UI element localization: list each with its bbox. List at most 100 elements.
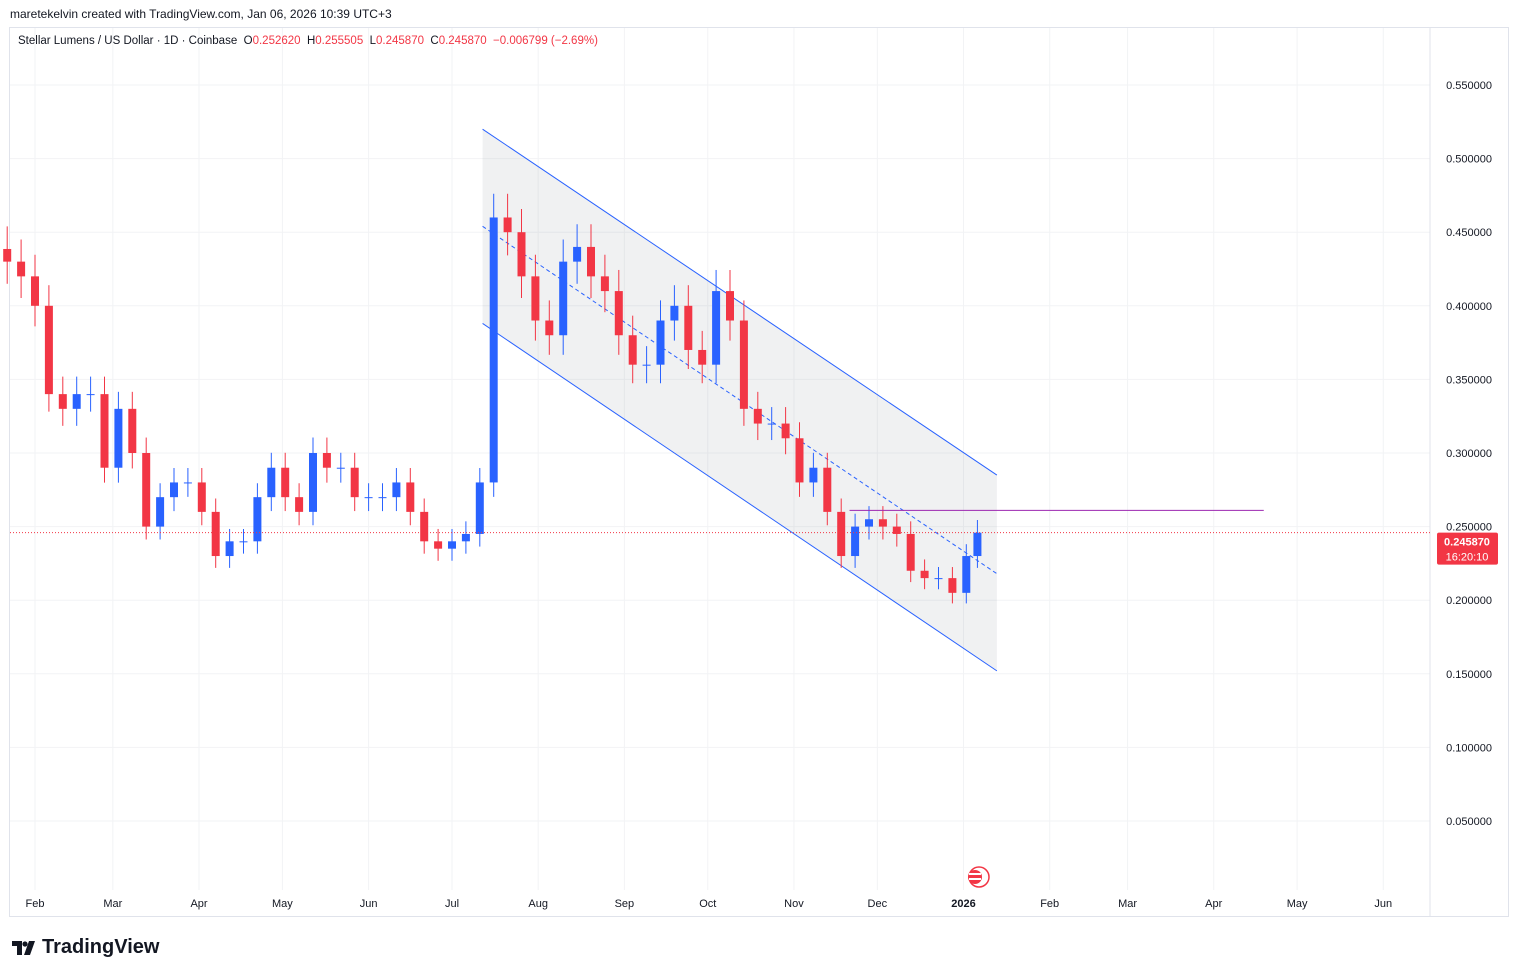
candle-body (253, 497, 262, 542)
tradingview-logo-icon (12, 940, 35, 955)
candle-body (865, 519, 873, 527)
us-event-flag-icon[interactable] (968, 866, 990, 888)
channel-middle-line (482, 225, 998, 575)
x-tick-label: Apr (1205, 898, 1222, 910)
candle-body (86, 394, 95, 396)
x-tick-label: Aug (528, 898, 548, 910)
candle-body (656, 320, 665, 365)
candle-body (712, 291, 721, 365)
y-tick-label: 0.400000 (1446, 301, 1492, 313)
candle-body (973, 532, 982, 557)
candle-body (962, 556, 971, 593)
candle-body (461, 533, 470, 542)
y-tick-label: 0.250000 (1446, 522, 1492, 534)
candle-body (739, 320, 748, 409)
last-price-value: 0.245870 (1444, 537, 1490, 549)
x-tick-label: May (1287, 898, 1308, 910)
candle-body (628, 335, 637, 365)
candle-body (559, 261, 568, 336)
candle-body (309, 453, 317, 512)
candle-body (573, 246, 582, 262)
channel-lower-line (482, 323, 998, 672)
candle-body (837, 511, 846, 557)
candle-body (128, 408, 137, 453)
candle-body (545, 320, 554, 336)
x-tick-label: 2026 (951, 898, 975, 910)
low-label: L (369, 35, 377, 47)
candle-body (684, 305, 693, 350)
y-tick-label: 0.050000 (1446, 816, 1492, 828)
candle-body (753, 408, 762, 424)
x-tick-label: Mar (103, 898, 122, 910)
logo-text: TradingView (42, 936, 160, 958)
change-value: −0.006799 (−2.69%) (493, 35, 598, 47)
chart-credit: maretekelvin created with TradingView.co… (10, 7, 392, 21)
x-tick-label: Oct (699, 898, 716, 910)
candle-body (170, 482, 178, 498)
candle-body (31, 276, 39, 306)
candle-body (44, 305, 53, 395)
candle-body (906, 533, 915, 571)
close-label: C (430, 35, 439, 47)
candle-body (823, 467, 832, 512)
bar-countdown: 16:20:10 (1446, 552, 1489, 564)
x-tick-label: Jun (360, 898, 378, 910)
close-value: 0.245870 (438, 35, 487, 47)
candle-body (614, 291, 623, 336)
candle-body (281, 467, 290, 498)
high-label: H (306, 35, 316, 47)
y-tick-label: 0.550000 (1446, 80, 1492, 92)
candle-body (948, 578, 957, 593)
y-tick-label: 0.450000 (1446, 227, 1492, 239)
candle-body (767, 423, 776, 425)
x-tick-label: Mar (1118, 898, 1137, 910)
x-tick-label: Nov (784, 898, 804, 910)
candle-body (489, 217, 498, 483)
channel-upper-line (482, 128, 998, 476)
candle-body (183, 482, 192, 484)
candle-body (892, 526, 901, 534)
candle-body (795, 438, 804, 483)
flag-stripe (969, 873, 981, 875)
chart-frame (9, 27, 1509, 917)
candle-body (600, 276, 609, 292)
y-tick-label: 0.500000 (1446, 154, 1492, 166)
candle-body (142, 453, 151, 527)
high-value: 0.255505 (315, 35, 364, 47)
candle-body (322, 453, 331, 468)
candle-body (726, 291, 734, 321)
tradingview-logo[interactable]: TradingView (12, 936, 159, 959)
candle-body (58, 394, 67, 409)
candle-body (114, 408, 123, 468)
candle-body (420, 511, 429, 542)
y-tick-label: 0.300000 (1446, 448, 1492, 460)
x-tick-label: Jul (445, 898, 459, 910)
candle-body (156, 497, 165, 527)
candle-body (698, 349, 707, 365)
candle-body (406, 482, 415, 512)
x-tick-label: Feb (26, 898, 45, 910)
candle-body (434, 541, 443, 549)
y-tick-label: 0.150000 (1446, 669, 1492, 681)
candle-body (670, 305, 679, 321)
candle-body (809, 467, 818, 483)
open-value: 0.252620 (252, 35, 301, 47)
candle-body (211, 511, 220, 557)
x-tick-label: Sep (615, 898, 635, 910)
candle-body (642, 364, 651, 366)
candle-body (239, 541, 248, 543)
x-tick-label: Jun (1374, 898, 1392, 910)
candle-body (295, 497, 304, 512)
x-tick-label: May (272, 898, 293, 910)
low-value: 0.245870 (376, 35, 424, 47)
candle-body (267, 467, 276, 498)
open-label: O (243, 35, 253, 47)
candle-body (364, 497, 373, 499)
symbol-title[interactable]: Stellar Lumens / US Dollar · 1D · Coinba… (18, 35, 238, 47)
x-tick-label: Feb (1040, 898, 1059, 910)
candle-body (448, 541, 456, 549)
candle-body (851, 526, 860, 557)
candle-body (878, 519, 887, 527)
candle-body (225, 541, 234, 557)
